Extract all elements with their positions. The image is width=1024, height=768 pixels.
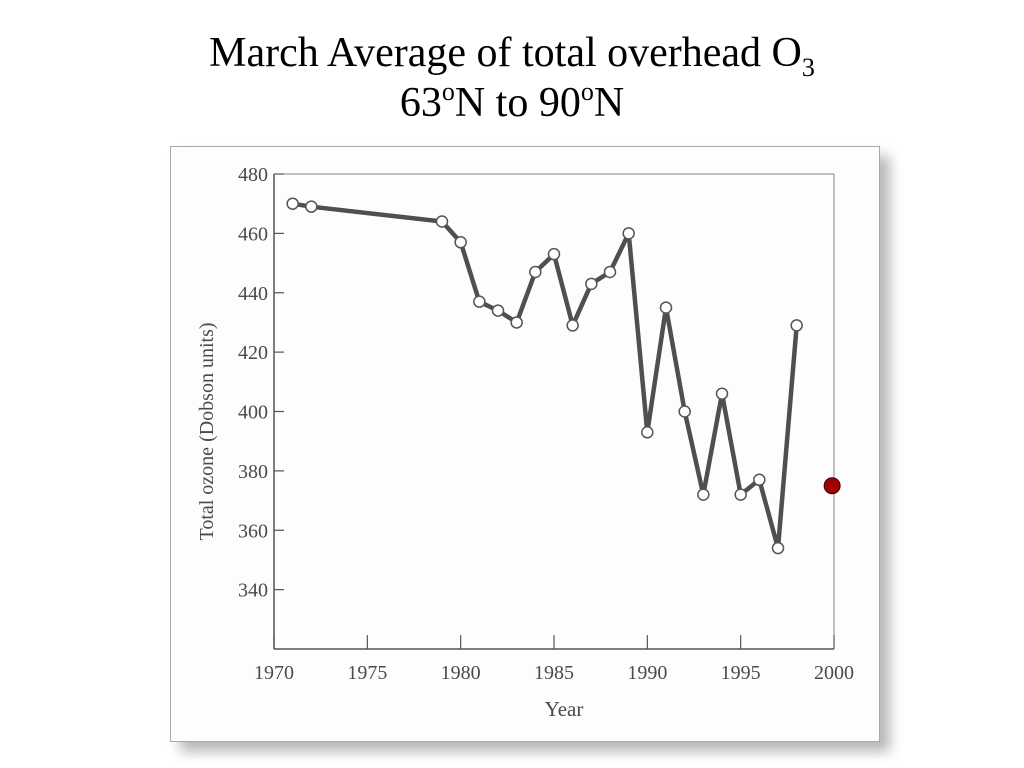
slide-title: March Average of total overhead O3 63oN … bbox=[0, 28, 1024, 128]
data-point bbox=[529, 265, 542, 279]
data-point bbox=[659, 301, 673, 314]
data-point bbox=[771, 541, 785, 555]
data-point bbox=[473, 295, 486, 308]
data-point bbox=[491, 304, 505, 317]
highlight-point bbox=[823, 477, 841, 495]
title-line2-part-b: N to 90 bbox=[454, 80, 581, 126]
x-tick-label: 1995 bbox=[721, 662, 761, 684]
data-point bbox=[697, 488, 710, 501]
title-degree-2: o bbox=[580, 77, 594, 106]
title-main-text: March Average of total overhead O bbox=[209, 30, 802, 76]
data-point bbox=[622, 227, 635, 240]
x-tick-label: 1990 bbox=[627, 662, 667, 684]
title-line2-part-a: 63 bbox=[399, 80, 442, 126]
data-point bbox=[566, 319, 579, 332]
x-axis-title: Year bbox=[545, 697, 584, 721]
axes bbox=[273, 173, 835, 650]
axis-labels: 1970 1975 1980 1985 1990 1995 2000 340 360 380 400… bbox=[196, 164, 854, 721]
title-line-1: March Average of total overhead O3 bbox=[0, 28, 1024, 81]
data-point bbox=[435, 215, 449, 228]
data-point bbox=[547, 247, 561, 261]
ozone-line-chart: 1970 1975 1980 1985 1990 1995 2000 340 360 380 400… bbox=[196, 164, 854, 721]
y-tick-label: 480 bbox=[238, 164, 268, 186]
x-tick-label: 1975 bbox=[347, 662, 387, 684]
data-point bbox=[603, 265, 617, 279]
y-tick-label: 460 bbox=[238, 223, 268, 245]
data-point bbox=[286, 197, 299, 210]
y-tick-label: 440 bbox=[238, 283, 268, 305]
data-point bbox=[585, 277, 598, 291]
series-line bbox=[290, 201, 799, 551]
title-line2-part-c: N bbox=[593, 80, 625, 126]
title-subscript: 3 bbox=[801, 53, 815, 82]
data-point bbox=[715, 387, 729, 400]
y-tick-label: 340 bbox=[238, 580, 268, 602]
x-tick-label: 1985 bbox=[534, 662, 574, 684]
data-point bbox=[454, 236, 467, 249]
y-tick-label: 360 bbox=[238, 520, 268, 542]
data-point bbox=[790, 319, 803, 332]
title-line-2: 63oN to 90oN bbox=[0, 78, 1024, 128]
data-point bbox=[510, 316, 523, 329]
data-point bbox=[305, 200, 318, 213]
series-line-layer bbox=[290, 201, 799, 551]
y-tick-label: 400 bbox=[238, 402, 268, 424]
data-point bbox=[678, 405, 691, 418]
y-tick-label: 380 bbox=[238, 461, 268, 483]
data-point bbox=[734, 488, 747, 501]
figure-frame: 1970 1975 1980 1985 1990 1995 2000 340 360 380 400… bbox=[170, 146, 880, 742]
data-point bbox=[753, 473, 766, 487]
y-tick-label: 420 bbox=[238, 342, 268, 364]
title-degree-1: o bbox=[441, 77, 455, 106]
y-axis-title: Total ozone (Dobson units) bbox=[196, 322, 218, 540]
data-markers bbox=[286, 197, 841, 555]
x-tick-label: 2000 bbox=[814, 662, 854, 684]
x-tick-label: 1980 bbox=[441, 662, 481, 684]
data-point bbox=[641, 426, 654, 439]
x-tick-label: 1970 bbox=[254, 662, 294, 684]
